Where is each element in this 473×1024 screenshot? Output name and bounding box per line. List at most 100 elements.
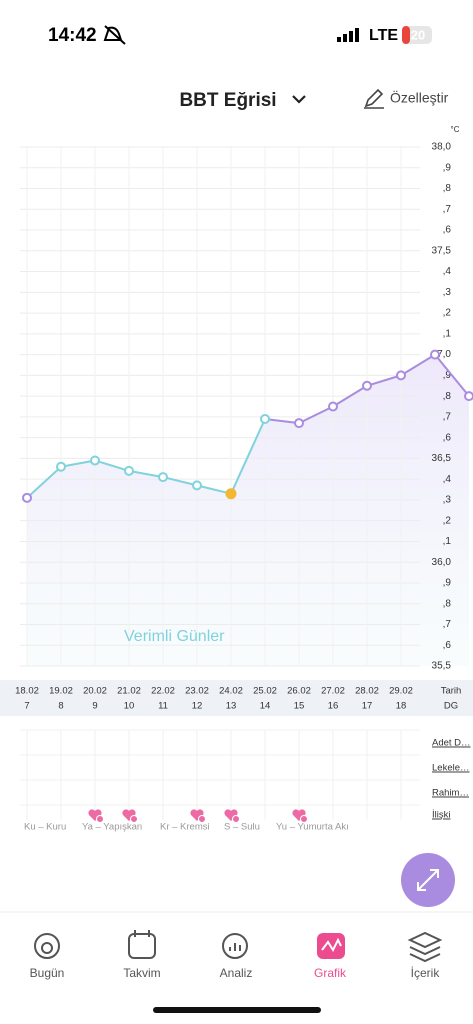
line-segment [298, 405, 334, 425]
point [294, 418, 304, 429]
check-badge [96, 815, 104, 823]
y-tick-label: ,8 [443, 391, 452, 402]
point [22, 492, 32, 503]
x-tick-label: 25.02 [253, 686, 277, 697]
x-tick-label: 24.02 [219, 686, 243, 697]
heart-icon [224, 809, 238, 821]
nav-icons [34, 930, 443, 963]
point [430, 349, 440, 360]
line-segment [60, 459, 96, 468]
x-tick-label: 28.02 [355, 686, 379, 697]
heart-icon [292, 809, 306, 821]
cycle-day: 15 [294, 701, 305, 712]
x-tick-label: 18.02 [15, 686, 39, 697]
y-tick-label: ,7 [443, 619, 452, 630]
x-tick-label: 19.02 [49, 686, 73, 697]
y-tick-label: ,4 [443, 266, 452, 277]
y-tick-label: ,6 [443, 432, 452, 443]
unit: °C [451, 125, 460, 134]
cycle-day: 13 [226, 701, 237, 712]
fertile-label: Verimli Günler [124, 628, 225, 645]
cycle-day: 18 [396, 701, 407, 712]
check-badge [300, 815, 308, 823]
y-tick-label: ,4 [443, 474, 452, 485]
mucus-legend: S – Sulu [224, 822, 260, 833]
cycle-day-label: DG [444, 701, 458, 712]
line-segment [400, 353, 436, 377]
edit-icon[interactable] [364, 88, 384, 109]
nav-label[interactable]: İçerik [411, 966, 441, 980]
chart: 35,5 ,6 ,7 ,8 ,9 36,0 ,1 ,2 ,3 ,4 36,5 ,6 ,7 ,8 ,9 37,0… [0, 142, 473, 716]
home-indicator [153, 1007, 321, 1013]
customize-button[interactable]: Özelleştir [390, 89, 449, 106]
point [56, 461, 66, 472]
network: LTE [369, 27, 398, 44]
check-badge [130, 815, 138, 823]
area-fill [27, 354, 469, 666]
point [158, 472, 168, 483]
cycle-day: 8 [58, 701, 63, 712]
line-segment [196, 484, 232, 495]
mucus-legend: Ya – Yapışkan [82, 822, 142, 833]
point [464, 391, 473, 402]
y-tick-label: 36,5 [432, 453, 452, 464]
row-label[interactable]: Adet D… [432, 738, 471, 749]
y-tick-label: ,8 [443, 183, 452, 194]
line-segment [162, 476, 198, 487]
nav-label[interactable]: Takvim [123, 966, 160, 980]
y-tick-label: ,2 [443, 515, 452, 526]
mucus-legend: Yu – Yumurta Akı [276, 822, 349, 833]
heart-icon [190, 809, 204, 821]
dropdown-icon[interactable] [292, 95, 306, 104]
cycle-day: 17 [362, 701, 373, 712]
row-label[interactable]: Rahim… [432, 788, 469, 799]
point [328, 401, 338, 412]
y-tick-label: ,3 [443, 287, 452, 298]
check-badge [232, 815, 240, 823]
point [90, 455, 100, 466]
time: 14:42 [48, 25, 97, 46]
line-segment [366, 374, 402, 387]
heart-icon [122, 809, 136, 821]
y-tick-label: ,9 [443, 578, 452, 589]
nav-label[interactable]: Bugün [30, 966, 65, 980]
check-badge [198, 815, 206, 823]
line-segment [434, 353, 470, 397]
line-segment [332, 384, 368, 408]
battery-level [402, 26, 410, 44]
x-tick-label: 29.02 [389, 686, 413, 697]
cycle-day: 12 [192, 701, 203, 712]
line-segment [26, 465, 62, 499]
cycle-day: 9 [92, 701, 97, 712]
point [396, 370, 406, 381]
row-label[interactable]: İlişki [432, 810, 450, 821]
y-tick-label: ,1 [443, 536, 452, 547]
x-tick-label: 27.02 [321, 686, 345, 697]
y-tick-label: 36,0 [432, 557, 452, 568]
nav-label[interactable]: Analiz [220, 966, 253, 980]
x-tick-label: 26.02 [287, 686, 311, 697]
x-tick-label: 20.02 [83, 686, 107, 697]
cycle-day: 14 [260, 701, 271, 712]
page-title[interactable]: BBT Eğrisi [179, 90, 276, 111]
y-tick-label: ,3 [443, 495, 452, 506]
line-segment [128, 469, 164, 479]
y-tick-label: ,6 [443, 225, 452, 236]
y-tick-label: 37,5 [432, 245, 452, 256]
y-tick-label: 38,0 [432, 142, 452, 153]
nav-label[interactable]: Grafik [314, 966, 347, 980]
y-tick-label: ,6 [443, 640, 452, 651]
battery-text: 20 [411, 27, 425, 42]
mucus-legend: Kr – Kremsi [160, 822, 210, 833]
x-tick-label: 21.02 [117, 686, 141, 697]
row-label[interactable]: Lekele… [432, 763, 470, 774]
point [362, 380, 372, 391]
x-tick-label: 23.02 [185, 686, 209, 697]
y-tick-label: 37,0 [432, 349, 452, 360]
y-tick-label: ,8 [443, 598, 452, 609]
line-segment [94, 459, 130, 472]
x-tick-label: 22.02 [151, 686, 175, 697]
chart-icon [321, 937, 342, 953]
point [192, 480, 202, 491]
